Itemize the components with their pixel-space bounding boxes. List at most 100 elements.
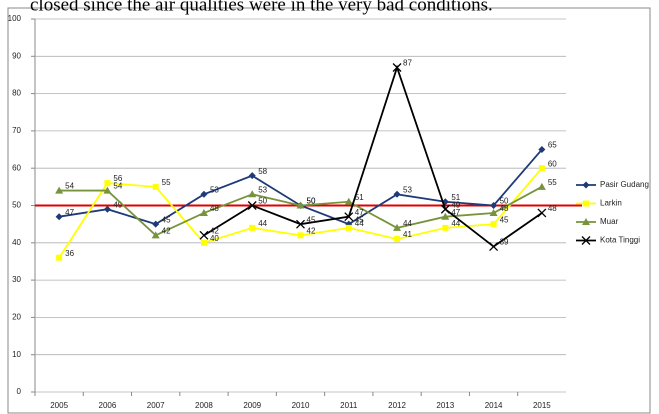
data-label: 51 bbox=[355, 193, 364, 202]
marker bbox=[296, 201, 305, 209]
data-label: 56 bbox=[113, 174, 122, 183]
y-tick-label: 70 bbox=[12, 126, 21, 135]
data-label: 49 bbox=[451, 200, 460, 209]
data-label: 45 bbox=[500, 215, 509, 224]
data-label: 55 bbox=[548, 178, 557, 187]
marker bbox=[199, 230, 209, 240]
legend-label: Muar bbox=[600, 217, 619, 226]
data-label: 55 bbox=[162, 178, 171, 187]
data-label: 87 bbox=[403, 59, 412, 68]
marker bbox=[199, 208, 208, 216]
series-line bbox=[203, 64, 543, 248]
data-label: 36 bbox=[65, 249, 74, 258]
marker bbox=[55, 186, 64, 194]
data-label: 50 bbox=[500, 197, 509, 206]
data-label: 54 bbox=[113, 182, 122, 191]
marker bbox=[200, 239, 207, 246]
marker bbox=[581, 236, 591, 245]
data-label: 44 bbox=[403, 219, 412, 228]
data-label: 49 bbox=[113, 200, 122, 209]
data-label: 42 bbox=[162, 226, 171, 235]
data-label: 39 bbox=[500, 238, 509, 247]
data-label: 47 bbox=[451, 208, 460, 217]
x-tick-label: 2006 bbox=[99, 401, 117, 410]
y-tick-label: 40 bbox=[12, 238, 21, 247]
data-label: 48 bbox=[548, 204, 557, 213]
data-label: 50 bbox=[307, 197, 316, 206]
marker bbox=[490, 202, 498, 209]
legend-label: Larkin bbox=[600, 199, 622, 208]
caption: closed since the air qualities were in t… bbox=[30, 0, 493, 15]
y-tick-label: 100 bbox=[8, 14, 22, 23]
marker bbox=[440, 204, 450, 214]
data-label: 42 bbox=[307, 226, 316, 235]
marker bbox=[392, 63, 402, 72]
data-label: 40 bbox=[210, 234, 219, 243]
marker bbox=[249, 224, 256, 231]
chart-frame bbox=[7, 7, 651, 414]
marker bbox=[490, 221, 497, 228]
data-label: 53 bbox=[258, 185, 267, 194]
data-label: 44 bbox=[355, 219, 364, 228]
marker bbox=[582, 218, 590, 225]
y-tick-label: 90 bbox=[12, 51, 21, 60]
data-label: 60 bbox=[548, 159, 557, 168]
data-label: 50 bbox=[307, 197, 316, 206]
marker bbox=[248, 172, 256, 180]
marker bbox=[442, 224, 449, 231]
data-label: 42 bbox=[210, 226, 219, 235]
x-tick-label: 2010 bbox=[292, 401, 310, 410]
marker bbox=[248, 190, 257, 198]
data-label: 44 bbox=[451, 219, 460, 228]
marker bbox=[344, 197, 353, 205]
marker bbox=[489, 242, 499, 251]
x-tick-label: 2013 bbox=[436, 401, 454, 410]
marker bbox=[247, 201, 257, 210]
marker bbox=[297, 232, 304, 239]
y-tick-label: 80 bbox=[12, 89, 21, 98]
data-label: 47 bbox=[355, 208, 364, 217]
marker bbox=[538, 146, 546, 154]
marker bbox=[441, 212, 450, 220]
data-label: 45 bbox=[162, 215, 171, 224]
legend-label: Pasir Gudang bbox=[600, 180, 649, 189]
marker bbox=[104, 180, 111, 187]
data-label: 53 bbox=[403, 185, 412, 194]
y-tick-label: 60 bbox=[12, 163, 21, 172]
marker bbox=[393, 190, 401, 198]
data-label: 48 bbox=[500, 204, 509, 213]
data-label: 44 bbox=[258, 219, 267, 228]
x-tick-label: 2012 bbox=[388, 401, 406, 410]
data-label: 45 bbox=[355, 215, 364, 224]
marker bbox=[394, 236, 401, 243]
legend-label: Kota Tinggi bbox=[600, 236, 640, 245]
marker bbox=[296, 219, 305, 229]
marker bbox=[393, 223, 402, 231]
data-label: 45 bbox=[307, 215, 316, 224]
marker bbox=[582, 181, 590, 189]
y-tick-label: 30 bbox=[12, 275, 21, 284]
marker bbox=[489, 208, 498, 216]
marker bbox=[152, 183, 159, 190]
x-tick-label: 2005 bbox=[50, 401, 68, 410]
data-label: 47 bbox=[65, 208, 74, 217]
marker bbox=[103, 186, 112, 194]
marker bbox=[583, 200, 589, 207]
marker bbox=[152, 220, 160, 228]
x-tick-label: 2015 bbox=[533, 401, 551, 410]
marker bbox=[345, 224, 352, 231]
data-label: 58 bbox=[258, 167, 267, 176]
marker bbox=[103, 205, 111, 213]
marker bbox=[151, 231, 160, 239]
y-tick-label: 10 bbox=[12, 350, 21, 359]
data-label: 53 bbox=[210, 185, 219, 194]
marker bbox=[56, 254, 63, 261]
data-label: 50 bbox=[258, 197, 267, 206]
data-label: 48 bbox=[210, 204, 219, 213]
x-tick-label: 2007 bbox=[147, 401, 165, 410]
x-tick-label: 2014 bbox=[485, 401, 503, 410]
marker bbox=[344, 212, 354, 222]
data-label: 41 bbox=[403, 230, 412, 239]
marker bbox=[537, 208, 547, 218]
